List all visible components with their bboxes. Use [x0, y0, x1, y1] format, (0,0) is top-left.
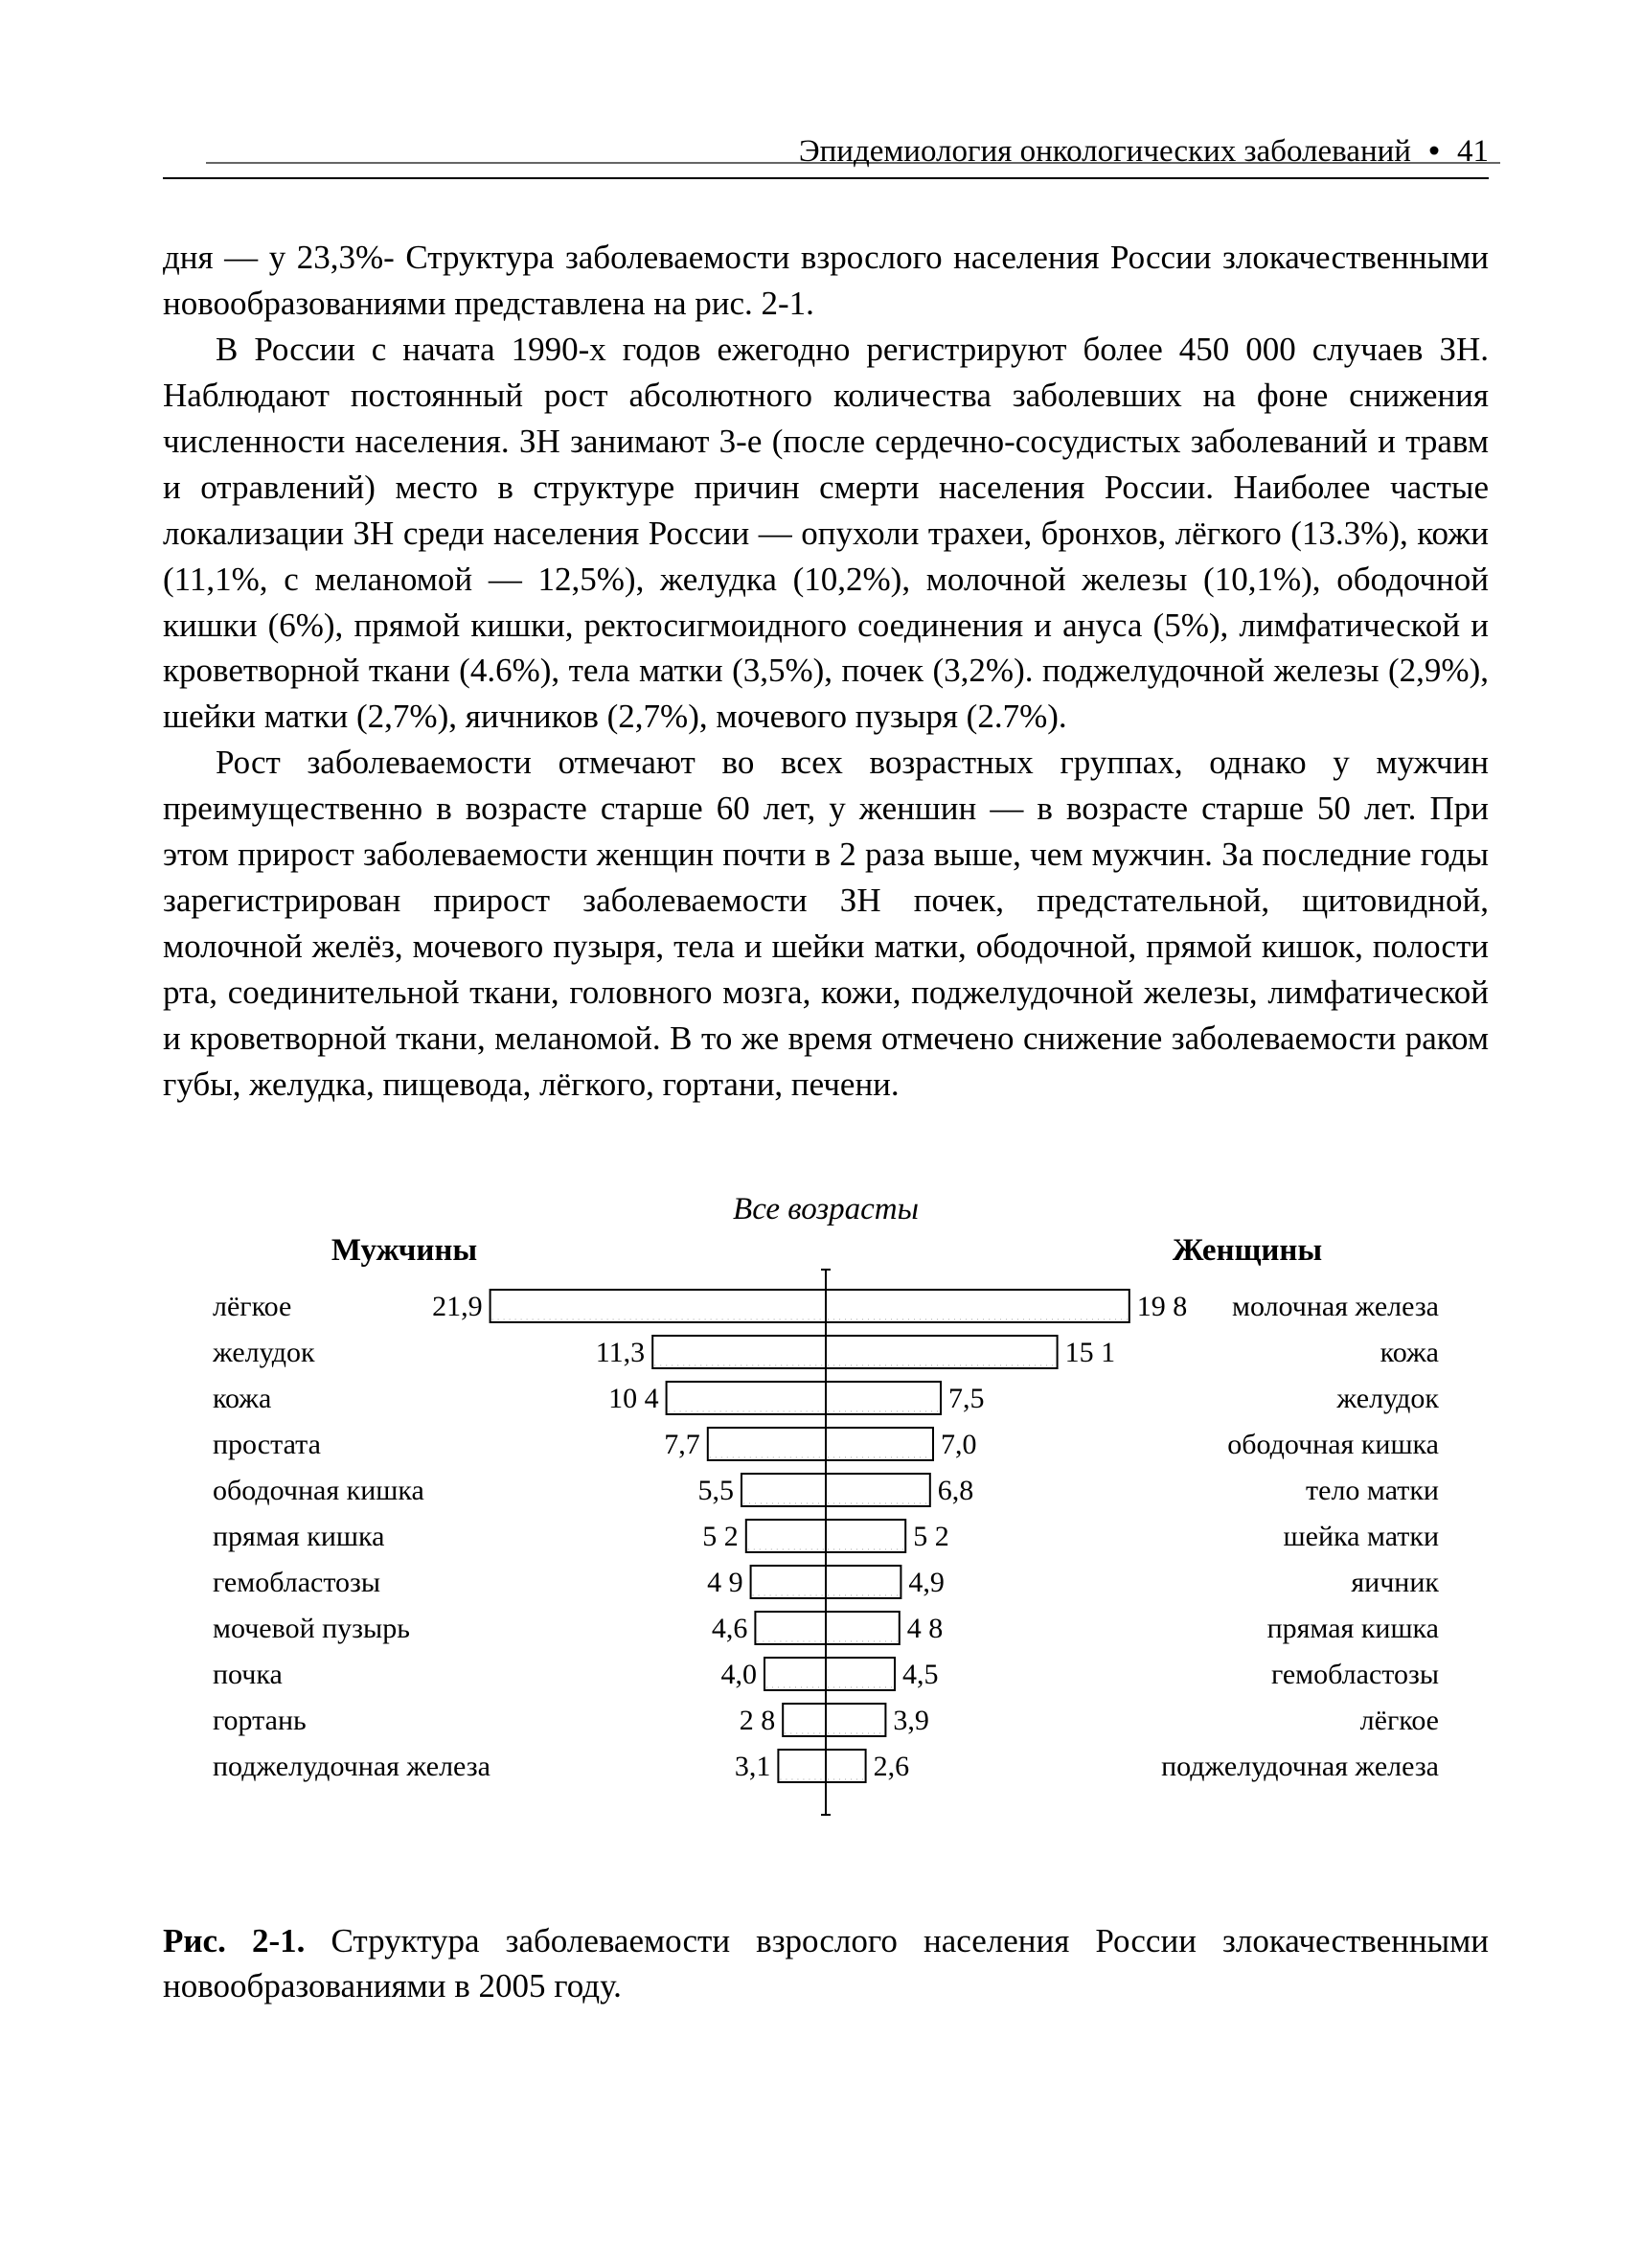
- svg-text:гемобластозы: гемобластозы: [213, 1567, 380, 1598]
- chart-women-title: Женщины: [845, 1233, 1439, 1269]
- svg-text:поджелудочная железа: поджелудочная железа: [1161, 1751, 1439, 1782]
- svg-text:6,8: 6,8: [938, 1475, 974, 1506]
- svg-text:ободочная кишка: ободочная кишка: [213, 1475, 424, 1506]
- svg-text:7,0: 7,0: [941, 1429, 977, 1460]
- svg-text:лёгкое: лёгкое: [213, 1291, 291, 1322]
- svg-text:4,6: 4,6: [712, 1613, 748, 1644]
- svg-text:10 4: 10 4: [608, 1383, 659, 1414]
- svg-text:5,5: 5,5: [698, 1475, 735, 1506]
- svg-text:кожа: кожа: [1380, 1337, 1439, 1368]
- svg-text:4,5: 4,5: [902, 1659, 939, 1690]
- running-header-separator: •: [1419, 134, 1449, 169]
- svg-text:прямая кишка: прямая кишка: [1267, 1613, 1439, 1644]
- page-number: 41: [1457, 134, 1489, 169]
- svg-text:шейка матки: шейка матки: [1284, 1521, 1439, 1552]
- figure-caption: Рис. 2-1. Структура заболеваемости взрос…: [163, 1918, 1489, 2009]
- svg-text:15 1: 15 1: [1065, 1337, 1116, 1368]
- figure-2-1: Все возрасты Мужчины Женщины 21,9 лёгкое 1…: [213, 1192, 1439, 1882]
- svg-text:желудок: желудок: [213, 1337, 315, 1368]
- svg-text:молочная железа: молочная железа: [1232, 1291, 1439, 1322]
- svg-text:3,9: 3,9: [893, 1705, 929, 1736]
- svg-text:мочевой пузырь: мочевой пузырь: [213, 1613, 410, 1644]
- svg-text:7,5: 7,5: [948, 1383, 985, 1414]
- svg-text:желудок: желудок: [1335, 1383, 1439, 1414]
- svg-text:гортань: гортань: [213, 1705, 307, 1736]
- svg-text:4 8: 4 8: [907, 1613, 944, 1644]
- svg-text:лёгкое: лёгкое: [1360, 1705, 1439, 1736]
- svg-text:4,0: 4,0: [721, 1659, 758, 1690]
- svg-text:21,9: 21,9: [432, 1291, 483, 1322]
- svg-text:2,6: 2,6: [874, 1751, 910, 1782]
- running-header-title: Эпидемиология онкологических заболеваний: [799, 134, 1411, 169]
- svg-text:поджелудочная железа: поджелудочная железа: [213, 1751, 490, 1782]
- svg-text:кожа: кожа: [213, 1383, 271, 1414]
- running-header: Эпидемиология онкологических заболеваний…: [163, 134, 1489, 179]
- chart-men-title: Мужчины: [213, 1233, 845, 1269]
- chart-supertitle: Все возрасты: [213, 1192, 1439, 1227]
- svg-text:5 2: 5 2: [913, 1521, 949, 1552]
- svg-text:ободочная кишка: ободочная кишка: [1227, 1429, 1439, 1460]
- svg-text:яичник: яичник: [1351, 1567, 1439, 1598]
- svg-text:тело матки: тело матки: [1306, 1475, 1439, 1506]
- svg-text:простата: простата: [213, 1429, 321, 1460]
- svg-text:почка: почка: [213, 1659, 283, 1690]
- paragraph-3: Рост заболеваемости отмечают во всех воз…: [163, 740, 1489, 1108]
- svg-text:4,9: 4,9: [908, 1567, 945, 1598]
- svg-text:2 8: 2 8: [740, 1705, 776, 1736]
- paragraph-1: дня — у 23,3%- Структура заболеваемости …: [163, 235, 1489, 327]
- svg-text:3,1: 3,1: [735, 1751, 771, 1782]
- svg-text:19 8: 19 8: [1137, 1291, 1188, 1322]
- svg-text:прямая кишка: прямая кишка: [213, 1521, 384, 1552]
- svg-text:гемобластозы: гемобластозы: [1271, 1659, 1439, 1690]
- svg-text:11,3: 11,3: [596, 1337, 645, 1368]
- mirrored-bar-chart: 21,9 лёгкое 19 8 молочная железа 11,3 желудок…: [213, 1269, 1439, 1882]
- svg-text:4 9: 4 9: [707, 1567, 743, 1598]
- figure-caption-text: Структура заболеваемости взрослого насел…: [163, 1922, 1489, 2005]
- paragraph-2: В России с начата 1990-х годов ежегодно …: [163, 327, 1489, 740]
- svg-text:7,7: 7,7: [664, 1429, 700, 1460]
- figure-caption-lead: Рис. 2-1.: [163, 1922, 305, 1959]
- svg-text:5 2: 5 2: [702, 1521, 739, 1552]
